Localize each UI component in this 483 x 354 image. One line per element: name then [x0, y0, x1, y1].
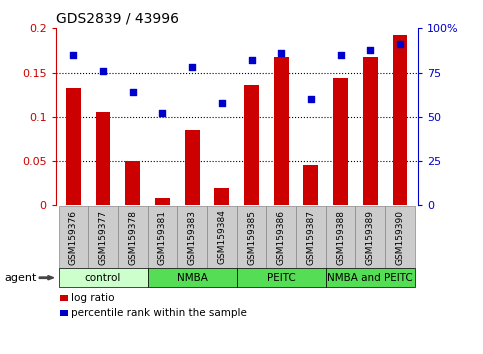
Point	[70, 52, 77, 58]
Text: GSM159378: GSM159378	[128, 210, 137, 264]
Bar	[244, 85, 259, 205]
Text: percentile rank within the sample: percentile rank within the sample	[71, 308, 247, 318]
Text: GSM159381: GSM159381	[158, 210, 167, 264]
Point	[367, 47, 374, 52]
Text: GSM159376: GSM159376	[69, 210, 78, 264]
Point	[277, 50, 285, 56]
Text: control: control	[85, 273, 121, 283]
Text: agent: agent	[4, 273, 37, 283]
Bar	[303, 166, 318, 205]
Text: GSM159389: GSM159389	[366, 210, 375, 264]
Text: log ratio: log ratio	[71, 293, 115, 303]
Point	[218, 100, 226, 105]
Text: GSM159387: GSM159387	[306, 210, 315, 264]
Text: GDS2839 / 43996: GDS2839 / 43996	[56, 12, 179, 26]
Bar	[66, 88, 81, 205]
Point	[337, 52, 344, 58]
Point	[307, 96, 315, 102]
Bar	[333, 78, 348, 205]
Bar	[125, 161, 140, 205]
Text: NMBA: NMBA	[177, 273, 208, 283]
Point	[129, 89, 137, 95]
Text: GSM159388: GSM159388	[336, 210, 345, 264]
Text: GSM159385: GSM159385	[247, 210, 256, 264]
Bar	[96, 112, 111, 205]
Point	[158, 110, 166, 116]
Text: GSM159384: GSM159384	[217, 210, 227, 264]
Bar	[185, 130, 199, 205]
Text: PEITC: PEITC	[267, 273, 296, 283]
Point	[396, 41, 404, 47]
Text: GSM159383: GSM159383	[187, 210, 197, 264]
Point	[99, 68, 107, 74]
Bar	[363, 57, 378, 205]
Text: GSM159377: GSM159377	[99, 210, 108, 264]
Text: GSM159386: GSM159386	[277, 210, 286, 264]
Point	[248, 57, 256, 63]
Text: NMBA and PEITC: NMBA and PEITC	[327, 273, 413, 283]
Point	[188, 64, 196, 70]
Bar	[393, 35, 407, 205]
Bar	[274, 57, 289, 205]
Bar	[214, 188, 229, 205]
Bar	[155, 198, 170, 205]
Text: GSM159390: GSM159390	[396, 210, 404, 264]
